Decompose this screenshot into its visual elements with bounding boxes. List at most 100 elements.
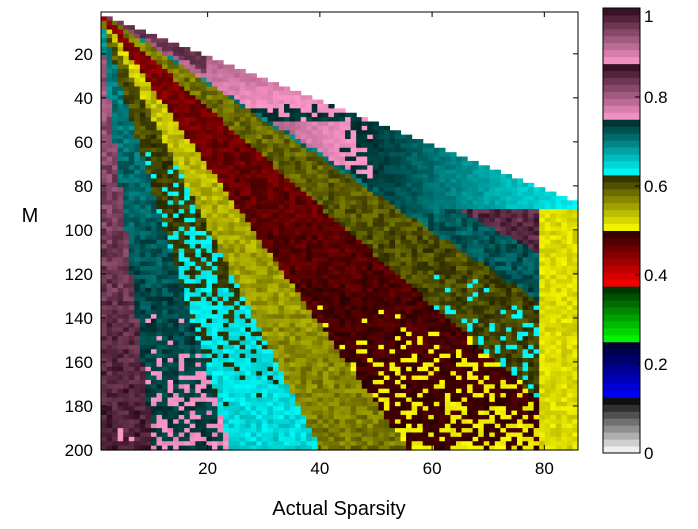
heatmap-cell: [356, 340, 363, 346]
heatmap-cell: [256, 231, 263, 236]
heatmap-cell: [345, 209, 352, 215]
heatmap-cell: [345, 160, 352, 166]
heatmap-cell: [317, 99, 324, 105]
heatmap-cell: [300, 195, 307, 201]
heatmap-cell: [211, 340, 219, 346]
heatmap-cell: [550, 296, 557, 302]
heatmap-cell: [261, 213, 268, 219]
heatmap-cell: [533, 318, 540, 324]
heatmap-cell: [267, 261, 274, 267]
heatmap-cell: [306, 213, 313, 219]
heatmap-cell: [261, 231, 268, 236]
heatmap-cell: [128, 327, 135, 333]
heatmap-cell: [422, 195, 429, 201]
heatmap-cell: [167, 217, 174, 223]
heatmap-cell: [455, 213, 463, 219]
heatmap-cell: [516, 266, 524, 272]
heatmap-cell: [461, 226, 468, 232]
heatmap-cell: [278, 143, 285, 149]
heatmap-cell: [300, 283, 307, 289]
heatmap-cell: [394, 130, 402, 136]
heatmap-cell: [428, 226, 435, 232]
heatmap-cell: [195, 301, 202, 307]
heatmap-cell: [173, 165, 180, 171]
heatmap-cell: [500, 178, 507, 184]
heatmap-cell: [394, 279, 402, 285]
heatmap-cell: [311, 143, 318, 149]
heatmap-cell: [173, 182, 180, 188]
heatmap-cell: [528, 349, 535, 355]
heatmap-cell: [128, 55, 135, 61]
heatmap-cell: [406, 191, 413, 197]
heatmap-cell: [383, 134, 391, 140]
heatmap-cell: [134, 125, 141, 131]
heatmap-cell: [267, 134, 274, 140]
heatmap-cell: [134, 344, 141, 350]
heatmap-cell: [400, 257, 407, 263]
heatmap-cell: [156, 209, 163, 215]
heatmap-cell: [389, 274, 396, 280]
heatmap-cell: [444, 292, 452, 298]
heatmap-cell: [217, 314, 224, 320]
heatmap-cell: [350, 283, 357, 289]
heatmap-cell: [467, 200, 474, 206]
heatmap-cell: [383, 165, 391, 171]
heatmap-cell: [162, 143, 169, 149]
heatmap-cell: [256, 274, 263, 280]
heatmap-cell: [245, 296, 252, 302]
heatmap-cell: [256, 99, 263, 105]
heatmap-cell: [272, 270, 280, 276]
heatmap-cell: [306, 226, 313, 232]
heatmap-cell: [489, 231, 496, 236]
heatmap-cell: [234, 322, 241, 328]
heatmap-cell: [211, 322, 219, 328]
heatmap-cell: [123, 51, 130, 57]
heatmap-cell: [389, 139, 396, 144]
heatmap-cell: [101, 274, 108, 280]
heatmap-cell: [505, 331, 513, 337]
heatmap-cell: [333, 143, 341, 149]
heatmap-cell: [328, 125, 335, 131]
heatmap-cell: [267, 222, 274, 228]
heatmap-cell: [189, 301, 196, 307]
heatmap-cell: [134, 279, 141, 285]
heatmap-cell: [189, 287, 196, 293]
heatmap-cell: [211, 266, 219, 272]
heatmap-cell: [572, 231, 579, 236]
heatmap-cell: [234, 239, 241, 245]
heatmap-cell: [261, 248, 268, 254]
heatmap-cell: [272, 296, 280, 302]
heatmap-cell: [300, 235, 307, 241]
heatmap-cell: [478, 169, 485, 175]
heatmap-cell: [178, 174, 185, 180]
heatmap-cell: [256, 309, 263, 315]
heatmap-cell: [317, 117, 324, 123]
heatmap-cell: [239, 344, 246, 350]
heatmap-cell: [195, 143, 202, 149]
heatmap-cell: [544, 204, 551, 210]
heatmap-cell: [467, 270, 474, 276]
heatmap-cell: [184, 82, 191, 88]
heatmap-cell: [406, 174, 413, 180]
heatmap-cell: [439, 353, 446, 359]
heatmap-cell: [261, 301, 268, 307]
heatmap-cell: [272, 165, 280, 171]
heatmap-cell: [228, 121, 235, 127]
heatmap-cell: [167, 174, 174, 180]
heatmap-cell: [217, 344, 224, 350]
heatmap-cell: [211, 217, 219, 223]
heatmap-cell: [356, 152, 363, 158]
heatmap-cell: [112, 239, 119, 245]
heatmap-cell: [367, 165, 374, 171]
heatmap-cell: [206, 353, 213, 359]
heatmap-cell: [150, 33, 158, 39]
heatmap-cell: [439, 231, 446, 236]
heatmap-cell: [272, 235, 280, 241]
heatmap-cell: [439, 318, 446, 324]
heatmap-cell: [123, 165, 130, 171]
heatmap-cell: [494, 353, 501, 359]
heatmap-cell: [505, 187, 513, 193]
heatmap-cell: [134, 204, 141, 210]
heatmap-cell: [162, 270, 169, 276]
heatmap-cell: [433, 353, 440, 359]
